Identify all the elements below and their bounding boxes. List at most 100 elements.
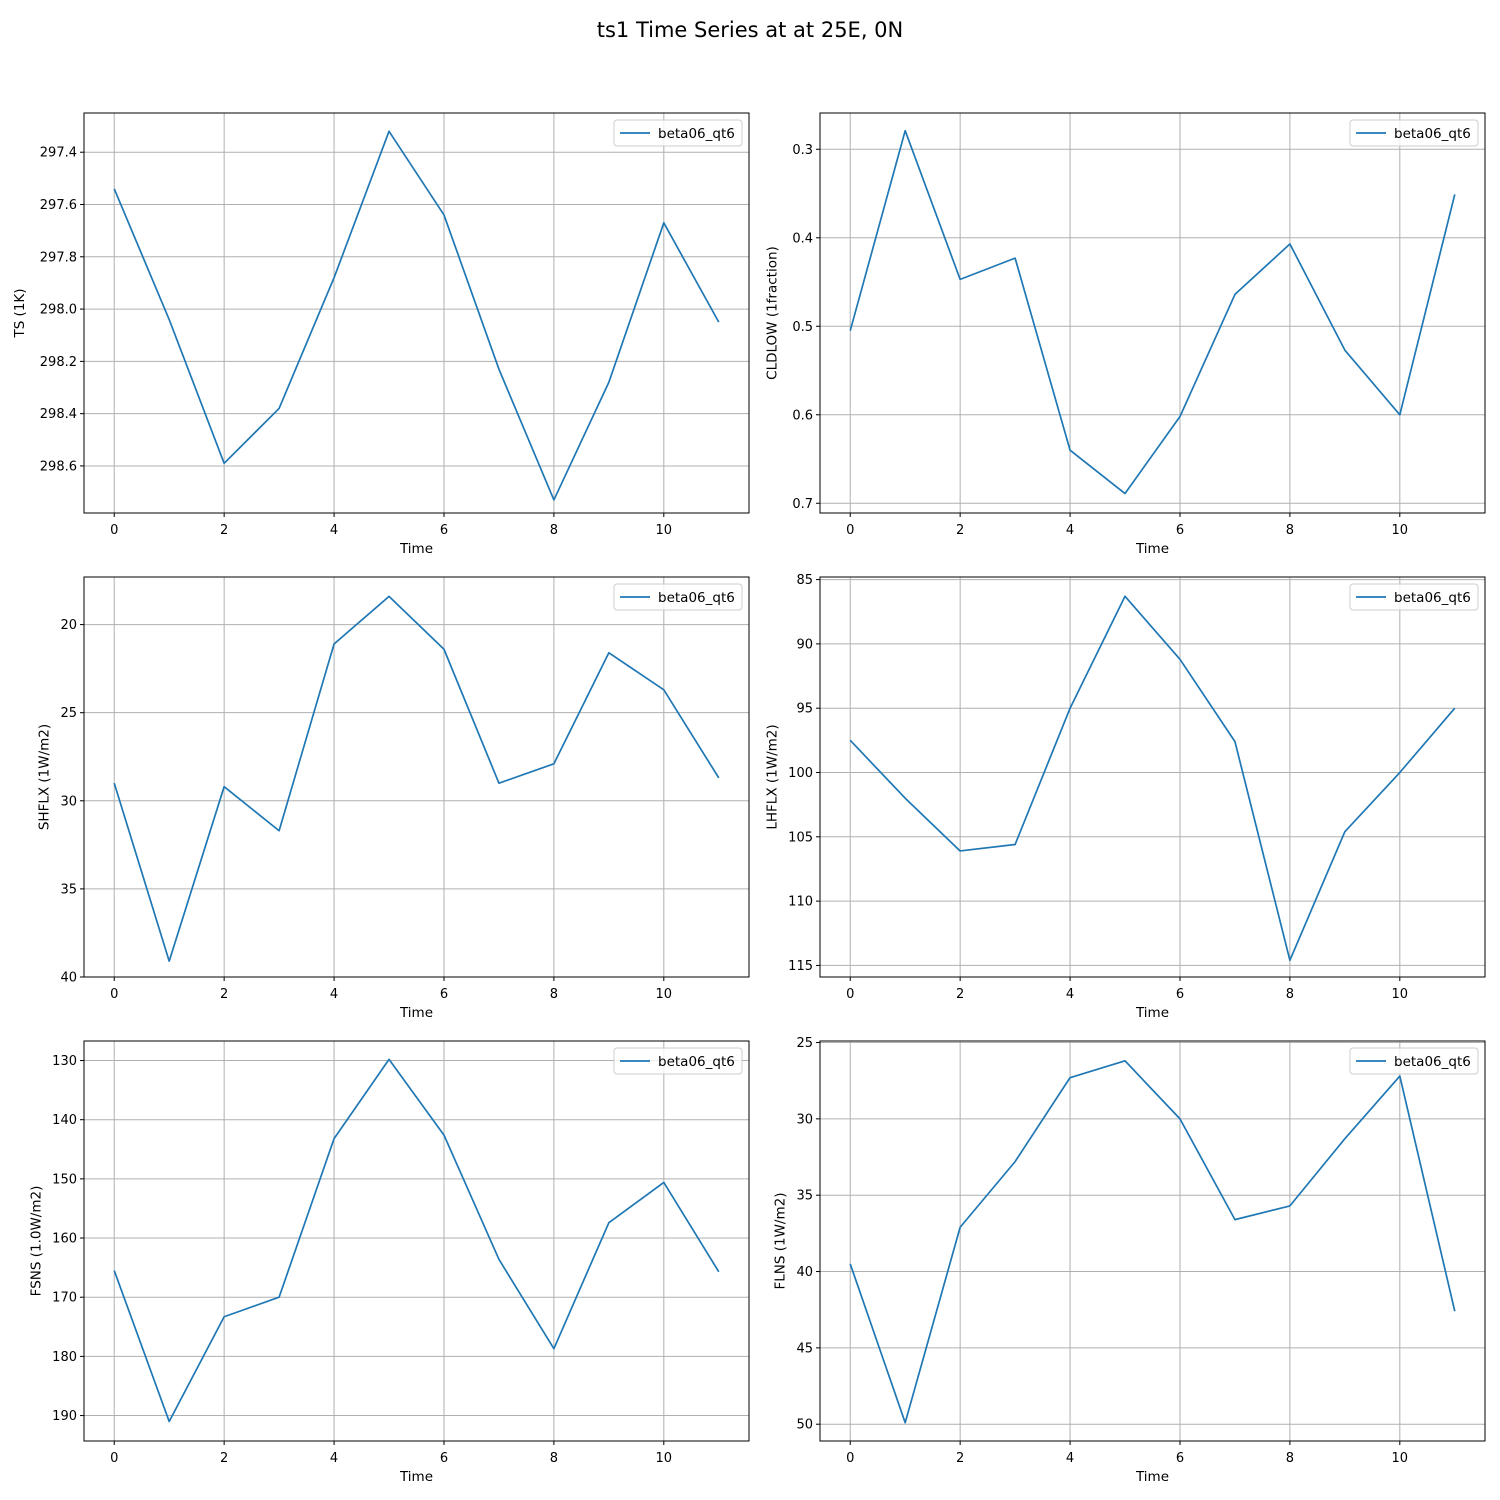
plot-frame (83, 112, 750, 514)
y-tick-label: 25 (796, 1036, 813, 1051)
legend-box (1349, 119, 1479, 147)
y-tick-label: 110 (788, 895, 813, 910)
y-tick-label: 40 (60, 971, 77, 986)
x-axis-label: Time (1135, 1005, 1169, 1021)
legend: beta06_qt6 (613, 583, 743, 611)
subplot-5: 0 2 4 6 8 10 130 140 150 160 170 180 190 Time FSNS (1.… (28, 1040, 750, 1485)
y-tick-label: 35 (796, 1189, 813, 1204)
x-tick-label: 4 (330, 987, 338, 1002)
y-axis-label: TS (1K) (12, 288, 28, 338)
subplot-2: 0 2 4 6 8 10 0.3 0.4 0.5 0.6 0.7 Time CLDLOW (1fract… (764, 112, 1486, 557)
x-tick-label: 2 (220, 987, 228, 1002)
x-tick-label: 10 (656, 523, 673, 538)
x-tick-label: 2 (956, 987, 964, 1002)
x-tick-label: 0 (110, 523, 118, 538)
x-tick-label: 0 (110, 1451, 118, 1466)
y-tick-label: 0.5 (792, 320, 813, 335)
subplot-4: 0 2 4 6 8 10 85 90 95 100 105 110 115 Time LHFLX (1W/m… (764, 573, 1486, 1021)
x-tick-label: 6 (440, 523, 448, 538)
series-line-beta06_qt6 (113, 595, 720, 962)
legend-box (1349, 583, 1479, 611)
y-tick-label: 140 (52, 1113, 77, 1128)
x-tick-label: 6 (440, 987, 448, 1002)
series-line-beta06_qt6 (849, 595, 1456, 962)
y-axis-label: LHFLX (1W/m2) (764, 724, 780, 829)
x-tick-label: 8 (1286, 1451, 1294, 1466)
legend: beta06_qt6 (1349, 583, 1479, 611)
y-axis-label: FLNS (1W/m2) (773, 1192, 789, 1289)
legend-box (613, 1047, 743, 1075)
x-tick-label: 2 (956, 523, 964, 538)
legend: beta06_qt6 (1349, 1047, 1479, 1075)
x-tick-label: 4 (330, 1451, 338, 1466)
figure-title: ts1 Time Series at at 25E, 0N (597, 18, 904, 42)
legend-box (1349, 1047, 1479, 1075)
x-tick-label: 6 (1176, 987, 1184, 1002)
y-tick-label: 100 (788, 766, 813, 781)
x-tick-label: 10 (1392, 523, 1409, 538)
y-axis-label: FSNS (1.0W/m2) (28, 1186, 44, 1297)
legend-label: beta06_qt6 (1394, 590, 1471, 606)
plot-frame (819, 576, 1486, 978)
y-tick-label: 297.6 (40, 198, 77, 213)
y-tick-label: 298.4 (40, 407, 77, 422)
plot-frame (819, 1040, 1486, 1442)
legend: beta06_qt6 (613, 119, 743, 147)
y-tick-label: 115 (788, 959, 813, 974)
y-tick-label: 160 (52, 1232, 77, 1247)
subplot-1: 0 2 4 6 8 10 297.4 297.6 297.8 298.0 298.2 298.4 298… (12, 112, 750, 557)
x-tick-label: 10 (656, 987, 673, 1002)
y-tick-label: 0.4 (792, 231, 813, 246)
x-tick-label: 2 (220, 523, 228, 538)
y-tick-label: 90 (796, 637, 813, 652)
legend-label: beta06_qt6 (658, 590, 735, 606)
series-line-beta06_qt6 (849, 1059, 1456, 1424)
y-tick-label: 50 (796, 1418, 813, 1433)
x-tick-label: 6 (440, 1451, 448, 1466)
y-tick-label: 25 (60, 706, 77, 721)
x-tick-label: 0 (110, 987, 118, 1002)
y-tick-label: 297.8 (40, 250, 77, 265)
x-tick-label: 4 (1066, 987, 1074, 1002)
x-tick-label: 6 (1176, 523, 1184, 538)
x-axis-label: Time (399, 541, 433, 557)
x-axis-label: Time (399, 1469, 433, 1485)
y-tick-label: 30 (60, 794, 77, 809)
x-axis-label: Time (1135, 541, 1169, 557)
legend-box (613, 119, 743, 147)
x-tick-label: 8 (550, 1451, 558, 1466)
x-tick-label: 8 (1286, 523, 1294, 538)
legend-box (613, 583, 743, 611)
x-tick-label: 10 (1392, 987, 1409, 1002)
y-tick-label: 150 (52, 1172, 77, 1187)
y-tick-label: 298.0 (40, 303, 77, 318)
y-tick-label: 298.6 (40, 459, 77, 474)
legend-label: beta06_qt6 (1394, 1054, 1471, 1070)
series-line-beta06_qt6 (849, 129, 1456, 495)
x-tick-label: 4 (1066, 1451, 1074, 1466)
y-tick-label: 170 (52, 1291, 77, 1306)
y-tick-label: 40 (796, 1265, 813, 1280)
x-tick-label: 8 (550, 523, 558, 538)
x-tick-label: 0 (846, 523, 854, 538)
y-tick-label: 20 (60, 618, 77, 633)
y-tick-label: 95 (796, 702, 813, 717)
y-tick-label: 130 (52, 1054, 77, 1069)
x-tick-label: 8 (1286, 987, 1294, 1002)
subplot-3: 0 2 4 6 8 10 20 25 30 35 40 Time SHFLX (1W/m2) beta06… (37, 576, 750, 1021)
x-tick-label: 10 (656, 1451, 673, 1466)
y-axis-label: SHFLX (1W/m2) (37, 724, 53, 830)
x-tick-label: 0 (846, 987, 854, 1002)
x-tick-label: 4 (1066, 523, 1074, 538)
legend: beta06_qt6 (1349, 119, 1479, 147)
legend-label: beta06_qt6 (658, 1054, 735, 1070)
y-tick-label: 297.4 (40, 146, 77, 161)
y-tick-label: 298.2 (40, 355, 77, 370)
x-tick-label: 6 (1176, 1451, 1184, 1466)
y-tick-label: 35 (60, 882, 77, 897)
x-tick-label: 2 (956, 1451, 964, 1466)
x-tick-label: 2 (220, 1451, 228, 1466)
x-axis-label: Time (399, 1005, 433, 1021)
subplot-6: 0 2 4 6 8 10 25 30 35 40 45 50 Time FLNS (1W/m2) beta0… (773, 1036, 1486, 1485)
